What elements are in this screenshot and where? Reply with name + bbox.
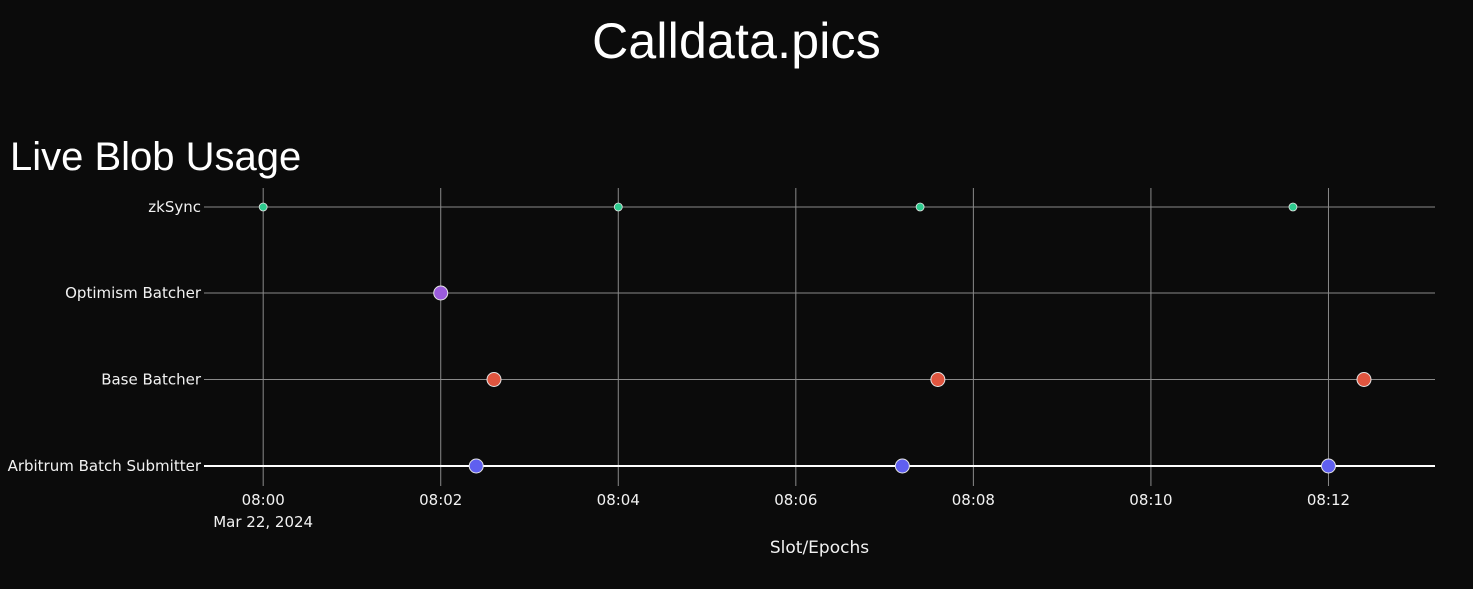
x-tick-label: 08:06 [774,491,817,509]
y-tick-label: Base Batcher [101,371,202,389]
x-tick-label: 08:12 [1307,491,1350,509]
data-point[interactable] [258,202,268,212]
x-gridlines [262,188,1329,486]
x-axis-title: Slot/Epochs [770,538,869,558]
data-point[interactable] [1320,458,1336,474]
data-point[interactable] [930,372,946,387]
data-points[interactable] [258,202,1372,474]
y-tick-labels: zkSync Optimism Batcher Base Batcher Arbitr… [8,198,202,475]
x-tick-date-label: Mar 22, 2024 [213,513,313,531]
data-point[interactable] [1356,372,1372,387]
y-tick-label: Optimism Batcher [65,284,202,302]
x-tick-label: 08:08 [952,491,995,509]
data-point[interactable] [613,202,623,212]
section-title: Live Blob Usage [10,135,302,179]
x-tick-label: 08:10 [1129,491,1172,509]
data-point[interactable] [486,372,502,387]
data-point[interactable] [433,285,449,301]
data-point[interactable] [1288,202,1298,212]
x-tick-labels: 08:00 Mar 22, 2024 08:02 08:04 08:06 08:08 08:… [213,491,1350,531]
site-title[interactable]: Calldata.pics [592,13,881,69]
y-tick-label: zkSync [148,198,201,216]
x-tick-label: 08:00 [242,491,285,509]
data-point[interactable] [894,458,910,474]
y-gridlines [204,206,1435,467]
data-point[interactable] [468,458,484,474]
data-point[interactable] [915,202,925,212]
x-tick-label: 08:04 [597,491,640,509]
y-tick-label: Arbitrum Batch Submitter [8,457,202,475]
x-tick-label: 08:02 [419,491,462,509]
